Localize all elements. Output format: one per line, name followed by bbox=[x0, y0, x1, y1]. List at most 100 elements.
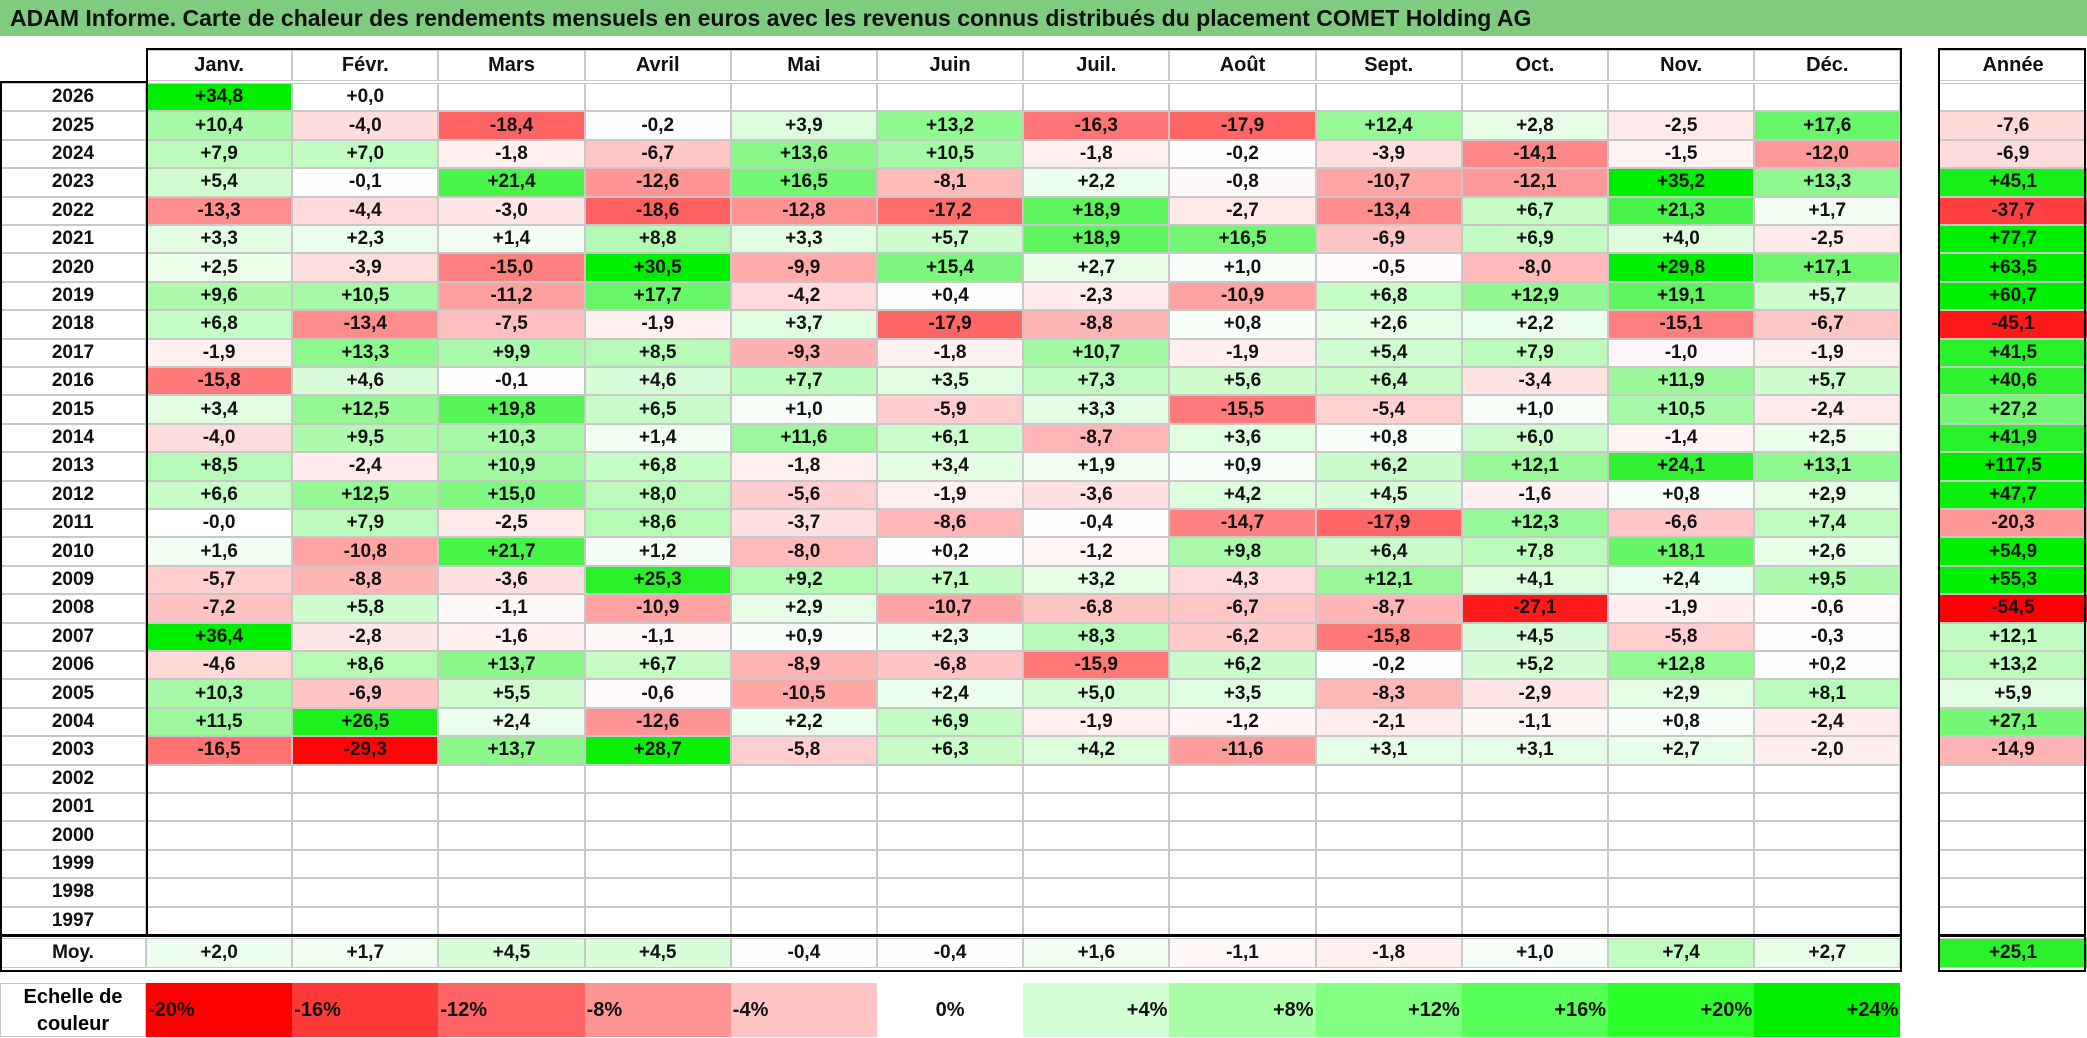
average-annual-cell: +25,1 bbox=[1938, 938, 2087, 968]
heatmap-cell: -2,9 bbox=[1461, 679, 1608, 708]
year-label: 2017 bbox=[0, 338, 146, 367]
heatmap-cell: -6,7 bbox=[1754, 310, 1901, 339]
heatmap-cell: -2,1 bbox=[1315, 707, 1462, 737]
year-label: 2010 bbox=[0, 537, 146, 566]
heatmap-cell: +13,7 bbox=[438, 736, 585, 765]
year-label: 2020 bbox=[0, 253, 146, 282]
heatmap-cell: -1,9 bbox=[1754, 338, 1901, 367]
heatmap-cell: -5,6 bbox=[730, 480, 877, 509]
year-label: 2003 bbox=[0, 736, 146, 765]
heatmap-cell bbox=[1608, 906, 1755, 935]
annual-cell: +55,3 bbox=[1938, 565, 2087, 595]
heatmap-cell: +9,5 bbox=[1754, 565, 1901, 595]
average-cell: +2,0 bbox=[146, 938, 293, 968]
heatmap-cell: -3,6 bbox=[438, 565, 585, 595]
average-cell: -0,4 bbox=[877, 938, 1024, 968]
heatmap-cell: +11,9 bbox=[1608, 367, 1755, 396]
heatmap-cell: +6,2 bbox=[1169, 651, 1316, 680]
heatmap-cell: -1,9 bbox=[146, 338, 293, 367]
annual-cell: +63,5 bbox=[1938, 253, 2087, 282]
heatmap-cell bbox=[438, 764, 585, 793]
heatmap-cell: +3,7 bbox=[730, 310, 877, 339]
heatmap-cell: +2,9 bbox=[1754, 480, 1901, 509]
year-label: 2000 bbox=[0, 821, 146, 850]
heatmap-cell: +5,6 bbox=[1169, 367, 1316, 396]
heatmap-cell bbox=[1461, 821, 1608, 850]
heatmap-cell: +8,1 bbox=[1754, 679, 1901, 708]
heatmap-cell: +17,6 bbox=[1754, 111, 1901, 140]
heatmap-cell: -7,5 bbox=[438, 310, 585, 339]
heatmap-cell: +4,1 bbox=[1461, 565, 1608, 595]
average-cell: -1,8 bbox=[1315, 938, 1462, 968]
heatmap-cell bbox=[730, 821, 877, 850]
heatmap-cell: +0,2 bbox=[1754, 651, 1901, 680]
heatmap-cell: +21,4 bbox=[438, 168, 585, 197]
heatmap-cell: -16,3 bbox=[1023, 111, 1170, 140]
heatmap-cell: +7,3 bbox=[1023, 367, 1170, 396]
heatmap-cell bbox=[1315, 849, 1462, 879]
heatmap-cell: -2,0 bbox=[1754, 736, 1901, 765]
heatmap-cell: +12,1 bbox=[1461, 452, 1608, 481]
year-label: 2005 bbox=[0, 679, 146, 708]
heatmap-cell bbox=[584, 764, 731, 793]
heatmap-cell bbox=[292, 849, 439, 879]
heatmap-cell: -8,6 bbox=[877, 509, 1024, 538]
heatmap-cell: +5,7 bbox=[1754, 367, 1901, 396]
heatmap-cell: +11,5 bbox=[146, 707, 293, 737]
heatmap-cell: -2,5 bbox=[1608, 111, 1755, 140]
heatmap-cell: +13,3 bbox=[292, 338, 439, 367]
annual-cell: +41,5 bbox=[1938, 338, 2087, 367]
heatmap-cell bbox=[584, 821, 731, 850]
heatmap-cell: +4,6 bbox=[292, 367, 439, 396]
heatmap-cell bbox=[877, 793, 1024, 822]
heatmap-cell: -6,7 bbox=[1169, 594, 1316, 623]
heatmap-cell bbox=[1023, 906, 1170, 935]
heatmap-cell: +18,9 bbox=[1023, 196, 1170, 225]
heatmap-cell: +8,8 bbox=[584, 225, 731, 254]
heatmap-cell bbox=[1315, 83, 1462, 112]
heatmap-cell: +10,5 bbox=[292, 281, 439, 311]
heatmap-cell bbox=[1315, 878, 1462, 907]
heatmap-cell: +7,9 bbox=[292, 509, 439, 538]
heatmap-cell: -1,5 bbox=[1608, 139, 1755, 169]
heatmap-cell: -6,2 bbox=[1169, 622, 1316, 651]
annual-cell bbox=[1938, 849, 2087, 879]
heatmap-cell: +10,5 bbox=[1608, 395, 1755, 424]
page-title: ADAM Informe. Carte de chaleur des rende… bbox=[0, 0, 2087, 36]
heatmap-cell: +6,8 bbox=[1315, 281, 1462, 311]
heatmap-cell: -15,0 bbox=[438, 253, 585, 282]
heatmap-cell: +6,5 bbox=[584, 395, 731, 424]
heatmap-cell: +5,4 bbox=[1315, 338, 1462, 367]
heatmap-cell: -1,8 bbox=[438, 139, 585, 169]
heatmap-cell bbox=[730, 906, 877, 935]
heatmap-cell: -10,9 bbox=[584, 594, 731, 623]
heatmap-cell: +2,9 bbox=[730, 594, 877, 623]
heatmap-cell: +2,2 bbox=[730, 707, 877, 737]
heatmap-cell bbox=[146, 878, 293, 907]
year-label: 2026 bbox=[0, 83, 146, 112]
heatmap-cell: +8,6 bbox=[584, 509, 731, 538]
heatmap-cell bbox=[438, 821, 585, 850]
year-label: 2021 bbox=[0, 225, 146, 254]
heatmap-cell bbox=[1315, 906, 1462, 935]
average-cell: -1,1 bbox=[1169, 938, 1316, 968]
heatmap-cell: +7,9 bbox=[146, 139, 293, 169]
heatmap-cell: +0,0 bbox=[292, 83, 439, 112]
heatmap-cell: -8,0 bbox=[1461, 253, 1608, 282]
heatmap-cell: -12,6 bbox=[584, 707, 731, 737]
heatmap-cell bbox=[1315, 793, 1462, 822]
heatmap-cell: -2,4 bbox=[292, 452, 439, 481]
heatmap-cell bbox=[1608, 793, 1755, 822]
heatmap-cell bbox=[1023, 793, 1170, 822]
heatmap-cell: -12,8 bbox=[730, 196, 877, 225]
month-header: Févr. bbox=[292, 50, 439, 81]
color-scale-step: -12% bbox=[438, 983, 585, 1037]
heatmap-cell bbox=[1461, 878, 1608, 907]
year-label: 2009 bbox=[0, 565, 146, 595]
color-scale-step: -16% bbox=[292, 983, 439, 1037]
year-label: 2023 bbox=[0, 168, 146, 197]
heatmap-cell: -1,1 bbox=[438, 594, 585, 623]
heatmap-cell: +12,1 bbox=[1315, 565, 1462, 595]
heatmap-cell bbox=[1169, 849, 1316, 879]
heatmap-cell: -0,1 bbox=[438, 367, 585, 396]
